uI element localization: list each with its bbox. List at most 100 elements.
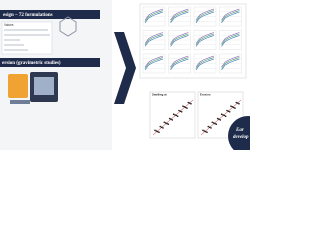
scatter-point <box>220 113 223 115</box>
scatter-point <box>160 126 163 129</box>
mini-line <box>195 8 215 21</box>
mini-line <box>221 10 240 22</box>
scatter-point <box>230 105 232 107</box>
gravimetric-header: ersion (gravimetric studies) <box>2 61 61 66</box>
scatter-point <box>159 125 162 128</box>
scatter-point <box>167 123 170 125</box>
mini-line <box>170 10 189 22</box>
mini-line <box>221 55 240 68</box>
scatter-point <box>174 114 176 116</box>
mini-line <box>195 10 215 22</box>
scatter-point <box>172 113 175 115</box>
mini-line <box>144 55 164 68</box>
table <box>1 21 53 55</box>
scatter-point <box>178 109 180 112</box>
scatter-point <box>215 123 218 125</box>
scatter-point <box>207 125 210 128</box>
scatter-point <box>223 114 226 117</box>
scatter-title: Erosion <box>200 93 211 97</box>
scatter-point <box>168 117 171 120</box>
scatter-point <box>218 118 220 120</box>
scatter-points <box>154 101 240 134</box>
scatter-point <box>162 127 164 129</box>
scatter-point <box>232 106 235 109</box>
mini-line <box>221 8 240 21</box>
scatter-point <box>231 106 234 108</box>
design-header-bar <box>0 10 100 19</box>
badge-text: develop <box>233 135 249 140</box>
scatter-title: Swelling at <box>152 93 167 97</box>
mini-line <box>170 32 189 44</box>
mini-line <box>144 32 164 44</box>
mini-line <box>170 8 189 21</box>
fit-line <box>200 99 242 136</box>
mini-line <box>221 11 240 24</box>
scatter-point <box>216 117 219 120</box>
mini-line <box>221 33 240 46</box>
mini-line <box>221 57 240 69</box>
scatter-point <box>219 119 222 121</box>
cube-icon <box>59 16 77 37</box>
scatter-point <box>180 111 183 113</box>
scatter-point <box>171 119 174 121</box>
gravimetric-header-bar <box>0 58 100 67</box>
mini-line <box>195 32 215 44</box>
scatter-point <box>182 105 184 107</box>
scatter-point <box>166 122 168 125</box>
mini-line <box>170 35 189 47</box>
scatter-point <box>176 115 179 117</box>
scatter-point <box>228 111 231 113</box>
mini-line <box>144 8 164 21</box>
scatter-point <box>154 129 156 132</box>
mini-line <box>195 58 215 71</box>
mini-line <box>195 33 215 46</box>
mini-line <box>170 58 189 71</box>
mini-line <box>195 55 215 68</box>
design-header: esign – 72 formulations <box>3 13 53 18</box>
scatter-point <box>238 103 240 105</box>
mini-line <box>170 33 189 46</box>
arrow <box>114 32 136 104</box>
scatter-point <box>190 103 192 105</box>
scatter-point <box>234 107 236 109</box>
scatter-point <box>208 126 211 129</box>
scatter-point <box>212 122 215 124</box>
scatter-point <box>187 101 190 104</box>
oven-side <box>8 74 28 98</box>
scale <box>10 100 30 104</box>
mini-line <box>170 57 189 69</box>
scatter-point <box>214 122 216 125</box>
scatter-point <box>164 122 167 124</box>
table-rows <box>4 29 50 51</box>
scatter-point <box>156 130 159 133</box>
scatter-point <box>175 114 178 117</box>
mini-line <box>144 58 164 71</box>
scatter-point <box>236 102 239 104</box>
scatter-point <box>188 102 191 104</box>
scatter-point <box>183 106 186 108</box>
scatter-point <box>202 129 204 132</box>
scatter-point <box>235 101 238 104</box>
scatter-frame <box>149 91 196 139</box>
oven-icon <box>8 72 58 104</box>
scatter-point <box>222 114 224 116</box>
scatter-point <box>158 131 160 134</box>
mini-line <box>195 57 215 69</box>
mini-line <box>144 57 164 69</box>
mini-line <box>144 35 164 47</box>
table-header: Values <box>4 23 14 27</box>
scatter-point <box>224 115 227 117</box>
mini-line <box>221 58 240 71</box>
fit-line <box>152 99 194 136</box>
badge-text: Ear <box>235 128 244 133</box>
scatter-point <box>170 118 172 120</box>
mini-line <box>144 33 164 46</box>
scatter-point <box>155 130 158 132</box>
badge <box>228 116 250 150</box>
scatter-point <box>186 107 188 109</box>
body: esign – 72 formulations Values ersion (g… <box>0 0 250 150</box>
oven-window <box>34 77 54 95</box>
mini-line <box>144 10 164 22</box>
abstract: esign – 72 formulations Values ersion (g… <box>0 0 250 150</box>
mini-line <box>144 11 164 24</box>
